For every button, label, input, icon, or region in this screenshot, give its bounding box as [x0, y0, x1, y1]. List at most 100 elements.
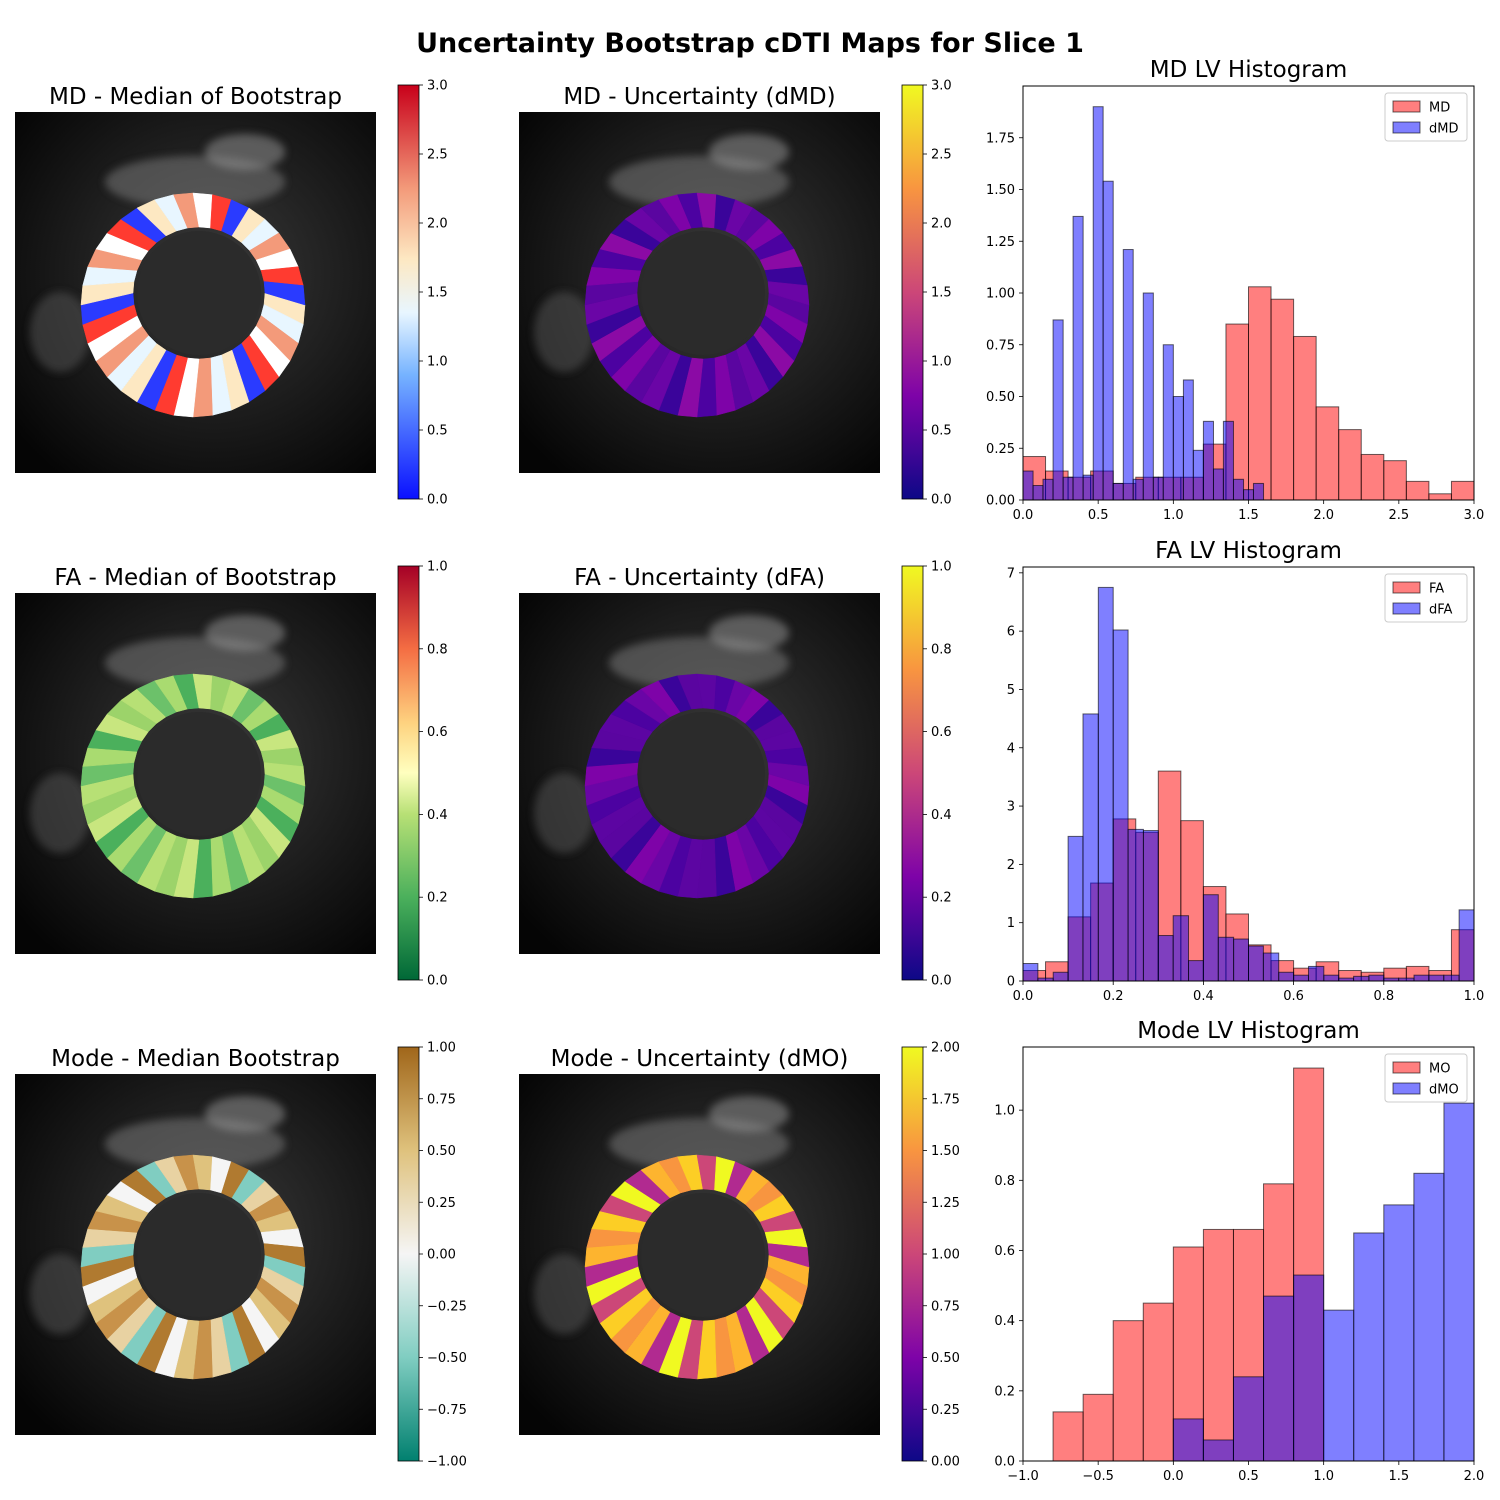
y-tick-label: 0.25	[986, 442, 1015, 457]
legend-swatch	[1392, 1082, 1421, 1095]
mri-blob	[30, 773, 90, 853]
colorbar-tick-label: 0.75	[427, 1092, 456, 1107]
lv-ring	[584, 673, 810, 899]
colorbar-tick-label: 1.25	[931, 1196, 960, 1211]
x-tick-label: 1.0	[1313, 1469, 1334, 1484]
mri-blob	[534, 773, 594, 853]
histogram-bar	[1127, 828, 1144, 982]
histogram-bar	[1142, 292, 1154, 501]
legend-swatch	[1392, 121, 1421, 134]
histogram-bar	[1182, 379, 1194, 501]
histogram-bar	[1353, 975, 1370, 982]
colorbar-tick-label: 0.25	[931, 1403, 960, 1418]
map-panels: MD - Median of Bootstrap 0.0 0.5 1.0 1.5 2.0 2…	[15, 79, 960, 1470]
y-tick-label: 0.0	[994, 1455, 1015, 1470]
histogram-chart: FA LV Histogram 0.0 0.2 0.4 0.6 0.8 1.0 0 1 2 3 4 5 6…	[1007, 538, 1485, 1004]
y-tick-label: 0.50	[986, 390, 1015, 405]
histogram-bar	[1222, 420, 1234, 501]
histogram-bar	[1413, 974, 1430, 982]
colorbar-tick-label: 2.5	[931, 148, 952, 163]
histogram-bar	[1052, 1411, 1084, 1462]
legend: FA dFA	[1384, 573, 1468, 623]
y-tick-label: 0.2	[994, 1384, 1015, 1399]
colorbar-tick-label: 1.50	[931, 1144, 960, 1159]
colorbar	[901, 565, 924, 981]
histogram-bar	[1082, 474, 1094, 501]
colorbar-tick-label: 1.00	[931, 1248, 960, 1263]
mri-blob	[30, 292, 90, 372]
legend: MD dMD	[1384, 92, 1468, 142]
y-tick-label: 1.0	[994, 1104, 1015, 1119]
histogram-bar	[1188, 960, 1204, 982]
y-tick-label: 1.00	[986, 287, 1015, 302]
y-tick-label: 4	[1007, 741, 1015, 756]
colorbar-tick-label: 2.5	[427, 148, 448, 163]
histogram-bar	[1067, 835, 1084, 982]
lv-cavity	[137, 231, 261, 355]
y-tick-label: 1	[1007, 916, 1015, 931]
histogram-bar	[1142, 1302, 1174, 1462]
lv-ring	[584, 1154, 810, 1380]
map-panel: MD - Median of Bootstrap 0.0 0.5 1.0 1.5 2.0 2…	[15, 79, 448, 508]
colorbar-tick-label: 0.25	[427, 1196, 456, 1211]
colorbar-tick-label: 0.75	[931, 1299, 960, 1314]
mri-blob	[205, 1096, 285, 1132]
colorbar-tick-label: 0.5	[931, 424, 952, 439]
x-tick-label: −1.0	[1007, 1469, 1039, 1484]
x-tick-label: 1.0	[1163, 508, 1184, 523]
histogram-bar	[1102, 180, 1114, 501]
colorbar-tick-label: 1.0	[427, 355, 448, 370]
histogram-series	[1022, 286, 1475, 501]
ring-segment	[263, 1243, 306, 1268]
histogram-bar	[1042, 478, 1054, 501]
histogram-bar	[1162, 344, 1174, 501]
histogram-title: MD LV Histogram	[1150, 57, 1348, 83]
lv-cavity	[641, 231, 765, 355]
histogram-title: Mode LV Histogram	[1137, 1018, 1360, 1044]
histogram-bar	[1263, 1295, 1295, 1462]
x-tick-label: 0.5	[1238, 1469, 1259, 1484]
histogram-bar	[1243, 489, 1254, 501]
legend-label: dFA	[1429, 603, 1453, 618]
histogram-bar	[1052, 319, 1064, 501]
histogram-bar	[1072, 215, 1084, 501]
histogram-bar	[1092, 106, 1104, 501]
legend: MO dMO	[1384, 1053, 1468, 1103]
colorbar-tick-label: 3.0	[931, 79, 952, 94]
x-tick-label: 1.5	[1238, 508, 1259, 523]
y-tick-label: 0.4	[994, 1314, 1015, 1329]
y-tick-label: 1.50	[986, 183, 1015, 198]
histogram-bar	[1262, 952, 1280, 982]
histogram-bar	[1022, 963, 1039, 982]
colorbar	[397, 565, 420, 981]
histogram-bar	[1082, 713, 1099, 982]
y-tick-label: 5	[1007, 683, 1015, 698]
y-tick-label: 0.00	[986, 494, 1015, 509]
lv-ring	[80, 1154, 306, 1380]
histogram-bar	[1248, 286, 1272, 501]
histogram-bar	[1142, 830, 1159, 982]
histogram-bar	[1315, 406, 1340, 501]
y-tick-label: 6	[1007, 625, 1015, 640]
histogram-bar	[1202, 894, 1219, 982]
histogram-series	[1172, 1102, 1475, 1462]
histogram-bar	[1353, 1232, 1385, 1462]
legend-box	[1384, 573, 1468, 623]
legend-swatch	[1392, 100, 1421, 113]
lv-cavity	[641, 712, 765, 836]
histogram-bar	[1458, 909, 1475, 982]
colorbar-tick-label: 2.0	[427, 217, 448, 232]
colorbar-tick-label: 0.6	[427, 725, 448, 740]
legend-swatch	[1392, 602, 1421, 615]
map-title: FA - Median of Bootstrap	[54, 565, 336, 591]
x-tick-label: 2.0	[1313, 508, 1334, 523]
legend-label: dMD	[1429, 122, 1458, 137]
x-tick-label: 0.0	[1013, 508, 1034, 523]
histogram-bar	[1112, 1320, 1144, 1462]
histogram-chart: Mode LV Histogram −1.0 −0.5 0.0 0.5 1.0 1.5 2.0…	[994, 1018, 1484, 1484]
colorbar-tick-label: 0.8	[931, 642, 952, 657]
colorbar-tick-label: 1.00	[427, 1041, 456, 1056]
y-tick-label: 2	[1007, 858, 1015, 873]
lv-ring	[80, 673, 306, 899]
histogram-bar	[1293, 335, 1317, 501]
